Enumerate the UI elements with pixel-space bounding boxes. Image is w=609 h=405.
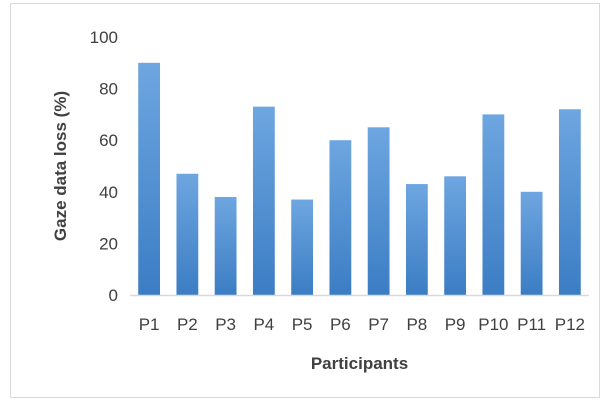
y-axis-title: Gaze data loss (%) [51, 91, 70, 241]
x-tick-label: P11 [517, 315, 546, 334]
y-tick-label: 0 [109, 286, 118, 305]
x-tick-label: P5 [292, 315, 313, 334]
x-tick-label: P4 [253, 315, 274, 334]
x-tick-label: P6 [330, 315, 351, 334]
bars [138, 62, 581, 296]
x-tick-label: P1 [139, 315, 160, 334]
x-tick-label: P12 [555, 315, 585, 334]
bar-p12 [558, 109, 581, 296]
y-tick-label: 100 [90, 28, 118, 47]
x-tick-label: P8 [406, 315, 427, 334]
y-tick-label: 20 [99, 234, 118, 253]
bar-p3 [214, 196, 237, 295]
bar-p10 [482, 114, 505, 296]
x-tick-label: P2 [177, 315, 198, 334]
bar-p9 [444, 176, 467, 295]
bar-p8 [405, 184, 428, 295]
bar-p11 [520, 191, 543, 295]
bar-p5 [291, 199, 314, 295]
y-tick-label: 60 [99, 131, 118, 150]
x-tick-label: P7 [368, 315, 389, 334]
bar-p7 [367, 127, 390, 295]
bar-p1 [138, 62, 161, 295]
bar-p6 [329, 140, 352, 295]
x-tick-label: P9 [445, 315, 466, 334]
x-axis-tick-labels: P1 P2 P3 P4 P5 P6 P7 P8 P9 P10 P11 P12 [139, 315, 585, 334]
y-tick-label: 40 [99, 183, 118, 202]
bar-p4 [252, 106, 275, 295]
x-tick-label: P3 [215, 315, 236, 334]
x-tick-label: P10 [478, 315, 508, 334]
bar-p2 [176, 173, 199, 295]
y-axis-tick-labels: 0 20 40 60 80 100 [90, 28, 118, 305]
x-axis-title: Participants [311, 354, 408, 373]
y-tick-label: 80 [99, 80, 118, 99]
